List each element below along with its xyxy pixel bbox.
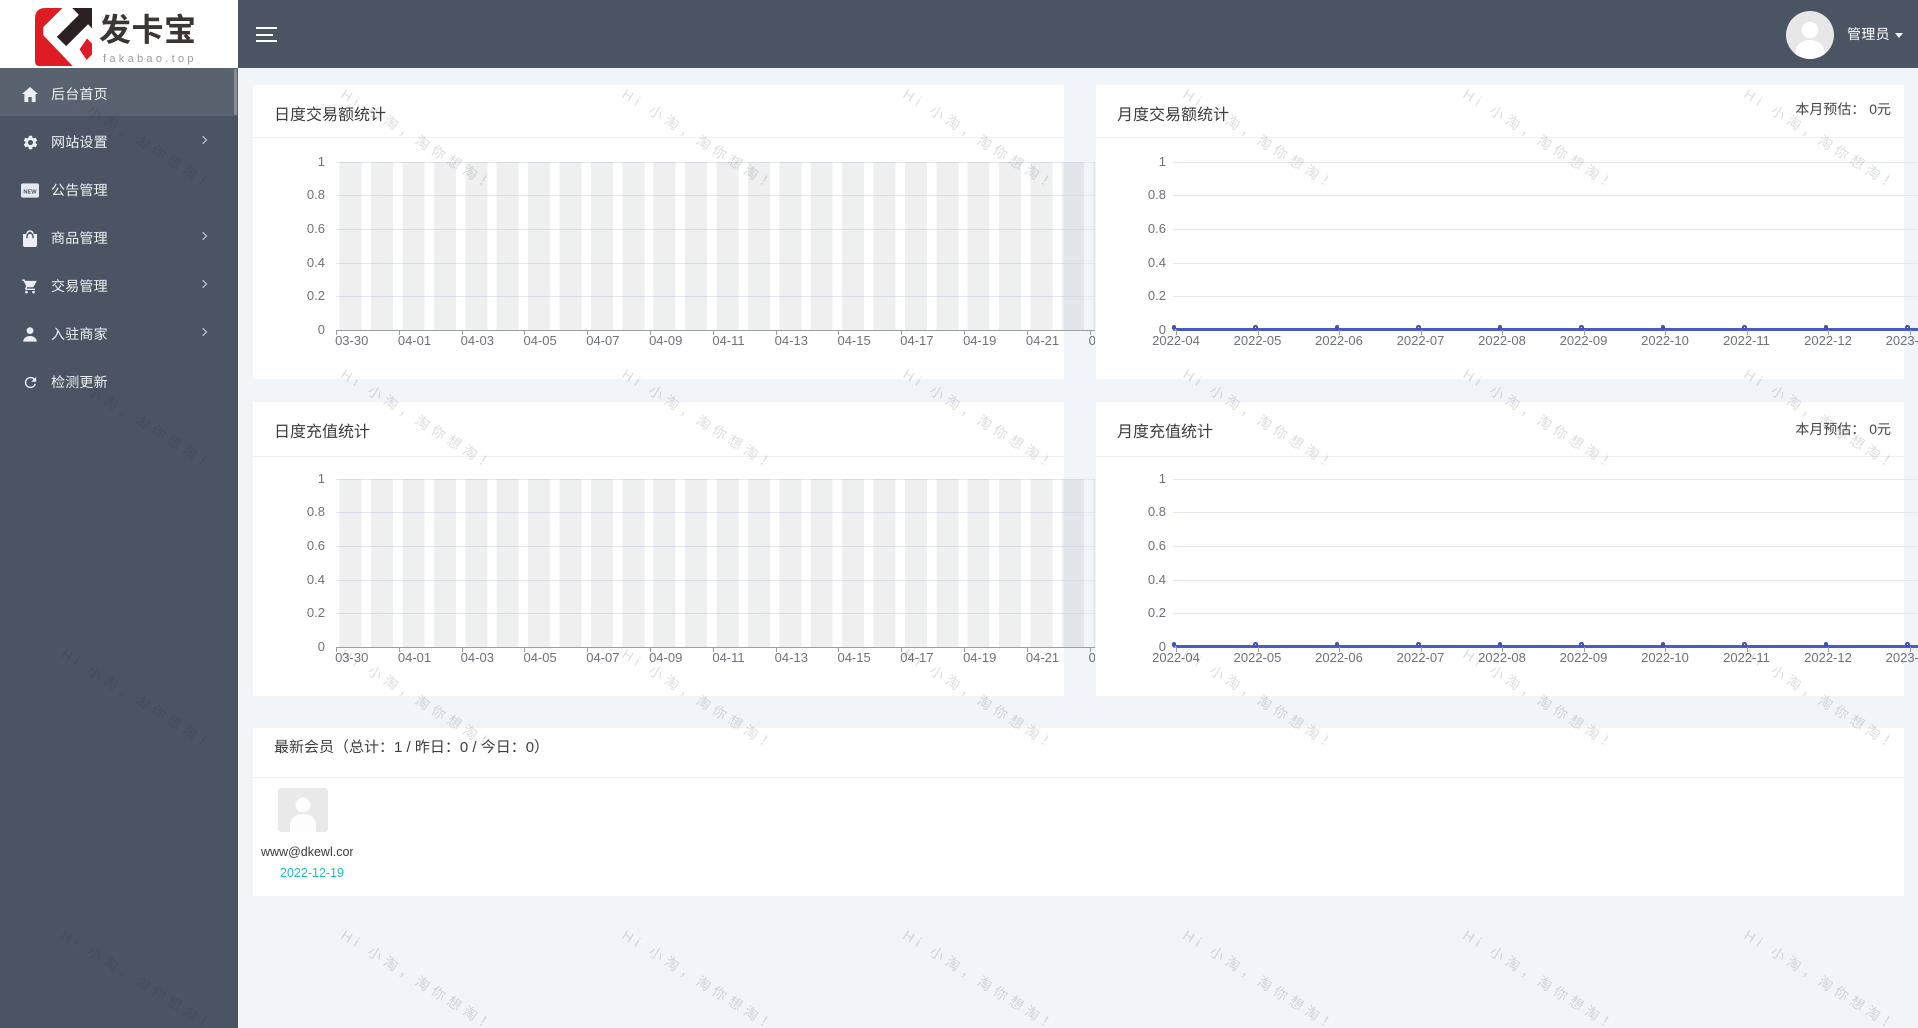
svg-text:NEW: NEW	[23, 189, 37, 195]
